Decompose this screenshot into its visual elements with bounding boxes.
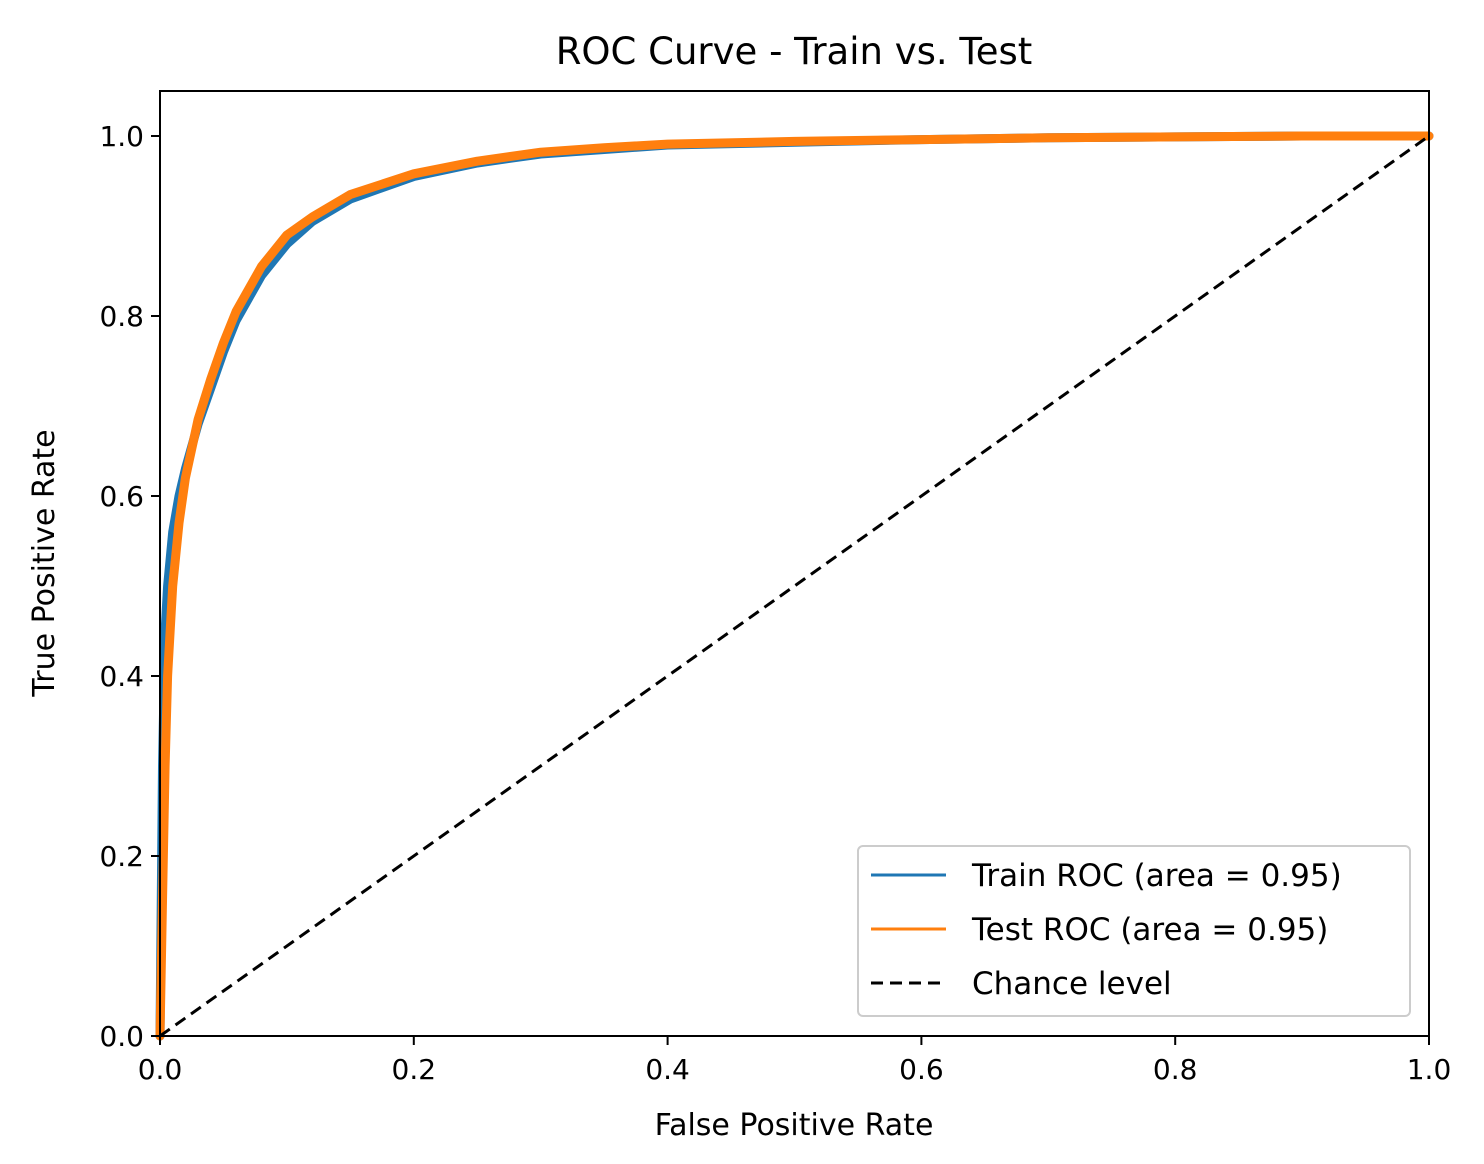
y-axis: 0.0 0.2 0.4 0.6 0.8 1.0 [99,120,160,1053]
y-tick-label: 1.0 [99,120,144,153]
series-line-2 [159,134,1430,1038]
y-tick-label: 0.2 [99,840,144,873]
x-tick-label: 0.4 [645,1053,690,1086]
x-tick-label: 0.6 [899,1053,944,1086]
y-tick-label: 0.0 [99,1020,144,1053]
legend-box [857,845,1411,1017]
plot-area [155,131,1434,1041]
legend: Train ROC (area = 0.95) Test ROC (area =… [857,845,1411,1017]
x-tick-label: 0.2 [392,1053,437,1086]
chart-title: ROC Curve - Train vs. Test [556,30,1033,73]
x-tick-label: 0.0 [138,1053,183,1086]
legend-label-test: Test ROC (area = 0.95) [971,912,1328,948]
x-tick-label: 0.8 [1153,1053,1198,1086]
plot-frame [159,90,1430,1037]
legend-label-chance: Chance level [972,966,1172,1002]
y-tick-label: 0.6 [99,480,144,513]
series-line-1 [155,131,1434,1041]
y-tick-label: 0.4 [99,660,144,693]
x-axis: 0.0 0.2 0.4 0.6 0.8 1.0 [138,1036,1452,1086]
legend-label-train: Train ROC (area = 0.95) [971,858,1342,894]
y-tick-label: 0.8 [99,300,144,333]
x-tick-label: 1.0 [1407,1053,1452,1086]
x-axis-label: False Positive Rate [655,1108,934,1143]
y-axis-label: True Positive Rate [27,429,62,697]
